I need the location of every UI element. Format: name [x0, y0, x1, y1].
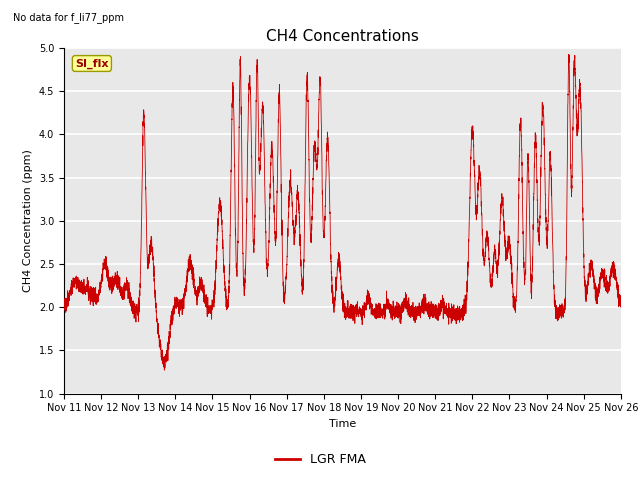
Text: No data for f_li77_ppm: No data for f_li77_ppm — [13, 12, 124, 23]
Legend: LGR FMA: LGR FMA — [269, 448, 371, 471]
Y-axis label: CH4 Concentration (ppm): CH4 Concentration (ppm) — [23, 149, 33, 292]
Title: CH4 Concentrations: CH4 Concentrations — [266, 29, 419, 44]
X-axis label: Time: Time — [329, 419, 356, 429]
Text: SI_flx: SI_flx — [75, 59, 109, 69]
